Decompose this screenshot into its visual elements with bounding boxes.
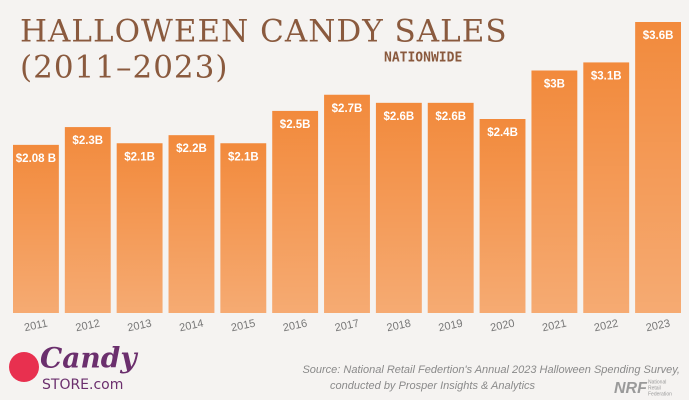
- nrf-name: National: [648, 379, 666, 385]
- x-tick-label: 2016: [282, 317, 308, 334]
- chart-title: HALLOWEEN CANDY SALES: [20, 14, 508, 50]
- bar-shade: [168, 135, 215, 313]
- bar-shade: [220, 143, 267, 313]
- annotation: NATIONWIDE: [384, 51, 462, 66]
- x-tick-label: 2022: [593, 317, 619, 334]
- value-label: $2.7B: [332, 103, 363, 115]
- value-label: $2.5B: [280, 119, 311, 131]
- source-line: conducted by Prosper Insights & Analytic…: [330, 380, 536, 392]
- nrf-logo: NRF: [614, 380, 648, 397]
- x-tick-label: 2011: [23, 318, 49, 335]
- logo-candy: Candy: [40, 342, 138, 375]
- x-tick-label: 2018: [386, 317, 412, 334]
- bar-shade: [13, 144, 59, 313]
- chart-subtitle: (2011–2023): [20, 50, 228, 86]
- value-label: $2.1B: [124, 151, 155, 163]
- bar-shade: [116, 143, 163, 313]
- source-line: Source: National Retail Federtion's Annu…: [302, 364, 680, 376]
- value-label: $2.1B: [228, 151, 259, 163]
- bar-shade: [64, 127, 111, 313]
- value-label: $3B: [544, 79, 565, 91]
- nrf-name: Retail: [648, 385, 661, 391]
- bar-shade: [375, 102, 422, 313]
- bar-shade: [324, 94, 370, 313]
- value-label: $2.6B: [435, 111, 466, 123]
- x-tick-label: 2023: [645, 317, 671, 334]
- value-label: $2.6B: [384, 111, 415, 123]
- value-label: $3.6B: [643, 30, 674, 42]
- bar-shade: [635, 22, 681, 313]
- logo-icon: [9, 352, 39, 382]
- bar-shade: [531, 70, 578, 313]
- value-label: $2.2B: [176, 143, 207, 155]
- x-tick-label: 2021: [541, 317, 567, 334]
- x-tick-label: 2012: [75, 317, 101, 334]
- value-label: $2.08 B: [16, 153, 56, 165]
- x-tick-label: 2014: [178, 317, 204, 334]
- x-tick-label: 2015: [230, 317, 256, 334]
- value-label: $2.4B: [487, 127, 518, 139]
- x-tick-label: 2013: [126, 317, 152, 334]
- x-tick-label: 2020: [489, 317, 515, 334]
- bar-shade: [427, 102, 474, 313]
- value-label: $3.1B: [591, 70, 622, 82]
- nrf-name: Federation: [648, 391, 672, 397]
- bar-shade: [479, 119, 526, 313]
- x-tick-label: 2017: [334, 317, 360, 334]
- bar-shade: [583, 62, 630, 313]
- logo-store: STORE.com: [42, 377, 123, 393]
- x-tick-label: 2019: [437, 317, 463, 334]
- bar-shade: [272, 110, 319, 314]
- value-label: $2.3B: [72, 135, 103, 147]
